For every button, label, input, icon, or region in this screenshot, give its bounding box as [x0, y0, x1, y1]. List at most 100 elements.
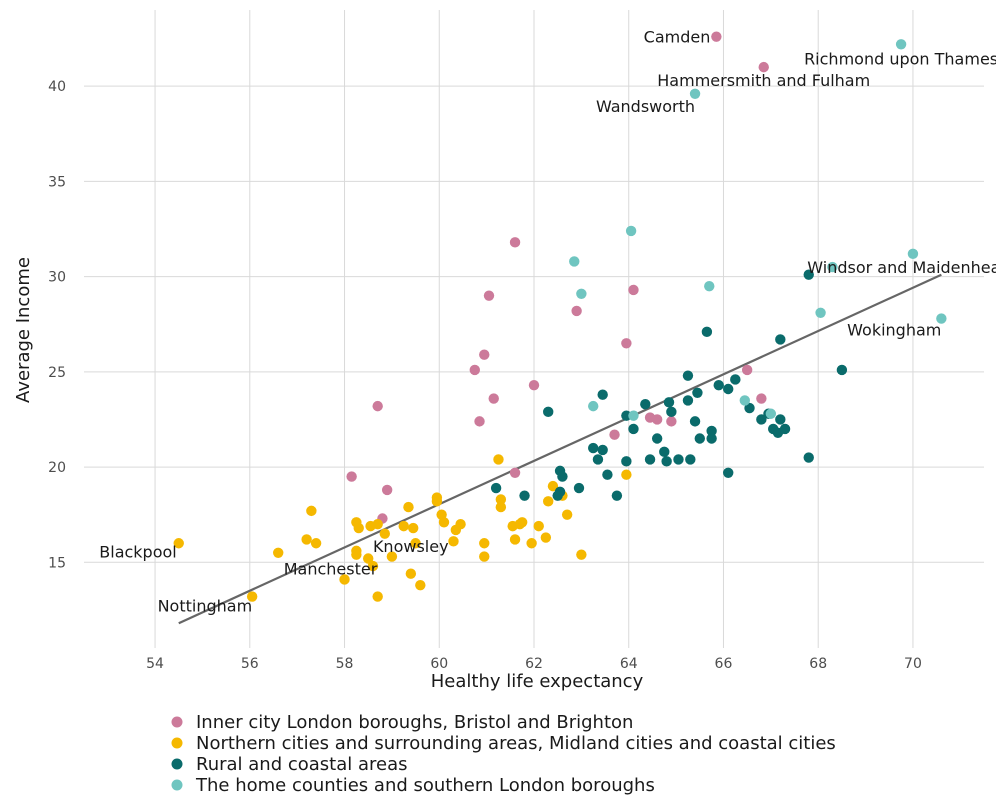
data-point [301, 534, 312, 545]
data-point [803, 452, 814, 463]
data-point [509, 237, 521, 248]
data-point [246, 591, 258, 602]
data-point [673, 454, 684, 465]
data-point [758, 61, 769, 73]
data-point [516, 517, 528, 528]
data-point [528, 379, 540, 391]
data-point [723, 467, 734, 478]
data-point [310, 538, 322, 549]
data-point [661, 456, 672, 467]
data-point [386, 551, 398, 562]
data-point [628, 410, 639, 421]
data-point [173, 538, 184, 549]
data-point [543, 406, 554, 418]
data-point [479, 349, 490, 360]
data-point [827, 261, 838, 273]
data-point [602, 469, 613, 480]
legend-label: Inner city London boroughs, Bristol and … [196, 712, 633, 733]
point-label: Wokingham [847, 321, 941, 340]
data-point [488, 393, 499, 404]
data-point [493, 454, 504, 465]
data-point [533, 520, 544, 532]
data-point [779, 423, 791, 435]
data-point [526, 538, 537, 549]
data-point [692, 387, 703, 398]
data-point [741, 364, 753, 376]
data-point [415, 579, 426, 591]
legend-label: Northern cities and surrounding areas, M… [196, 733, 836, 754]
y-tick-label: 20 [48, 460, 66, 476]
legend-marker [171, 716, 183, 728]
data-point [640, 399, 651, 410]
data-point [836, 364, 848, 376]
data-point [495, 494, 507, 505]
data-point [666, 416, 677, 427]
x-tick-label: 70 [904, 656, 922, 672]
data-point [588, 400, 599, 412]
data-point [666, 406, 677, 418]
data-point [448, 536, 459, 547]
data-point [398, 520, 409, 532]
y-tick-label: 35 [48, 174, 66, 190]
data-point [756, 414, 767, 425]
data-point [547, 480, 559, 492]
point-label: Manchester [284, 559, 378, 578]
data-point [569, 256, 580, 267]
point-annotations: Camden Richmond upon Thames Hammersmith an… [99, 28, 996, 616]
data-point [474, 416, 485, 427]
legend-marker [171, 779, 183, 791]
data-point [561, 509, 573, 520]
data-point [730, 374, 741, 385]
data-point [557, 471, 568, 482]
y-tick-label: 15 [48, 555, 66, 571]
data-point [509, 534, 521, 545]
x-tick-label: 62 [525, 656, 543, 672]
data-point [815, 307, 826, 319]
data-point [621, 469, 632, 480]
data-point [756, 393, 767, 404]
data-point [405, 568, 417, 579]
data-point [540, 532, 552, 543]
legend-label: The home counties and southern London bo… [195, 775, 655, 796]
x-tick-label: 56 [241, 656, 259, 672]
point-label: Hammersmith and Fulham [657, 71, 870, 90]
data-point [573, 482, 585, 494]
x-tick-label: 58 [336, 656, 354, 672]
data-point [895, 39, 907, 50]
data-point [381, 484, 393, 496]
data-point [682, 395, 694, 406]
data-point [597, 389, 608, 400]
data-point [628, 423, 639, 435]
data-point [571, 305, 582, 317]
data-point [408, 522, 419, 534]
data-point [625, 225, 637, 237]
data-point [775, 414, 786, 425]
data-point [431, 492, 443, 503]
data-point [704, 280, 715, 292]
data-point [479, 538, 490, 549]
trend-line-layer [178, 273, 942, 625]
data-point [723, 383, 734, 395]
data-points [173, 31, 947, 602]
data-point [543, 496, 554, 507]
x-tick-label: 64 [620, 656, 638, 672]
data-point [609, 429, 620, 440]
data-point [273, 547, 284, 558]
point-label: Windsor and Maidenhead [807, 258, 996, 277]
y-tick-label: 25 [48, 365, 66, 381]
tick-labels: 54 56 58 60 62 64 66 68 70 15 20 25 30 35 40 [48, 79, 922, 672]
x-tick-label: 68 [809, 656, 827, 672]
data-point [775, 334, 786, 345]
data-point [351, 545, 362, 557]
data-point [438, 517, 450, 528]
data-point [628, 284, 639, 296]
data-point [621, 410, 632, 421]
y-tick-label: 30 [48, 270, 66, 286]
x-tick-label: 66 [715, 656, 733, 672]
point-label: Wandsworth [596, 97, 695, 116]
data-point [907, 248, 919, 259]
data-point [611, 490, 623, 501]
data-point [597, 444, 608, 456]
data-point [644, 454, 656, 465]
